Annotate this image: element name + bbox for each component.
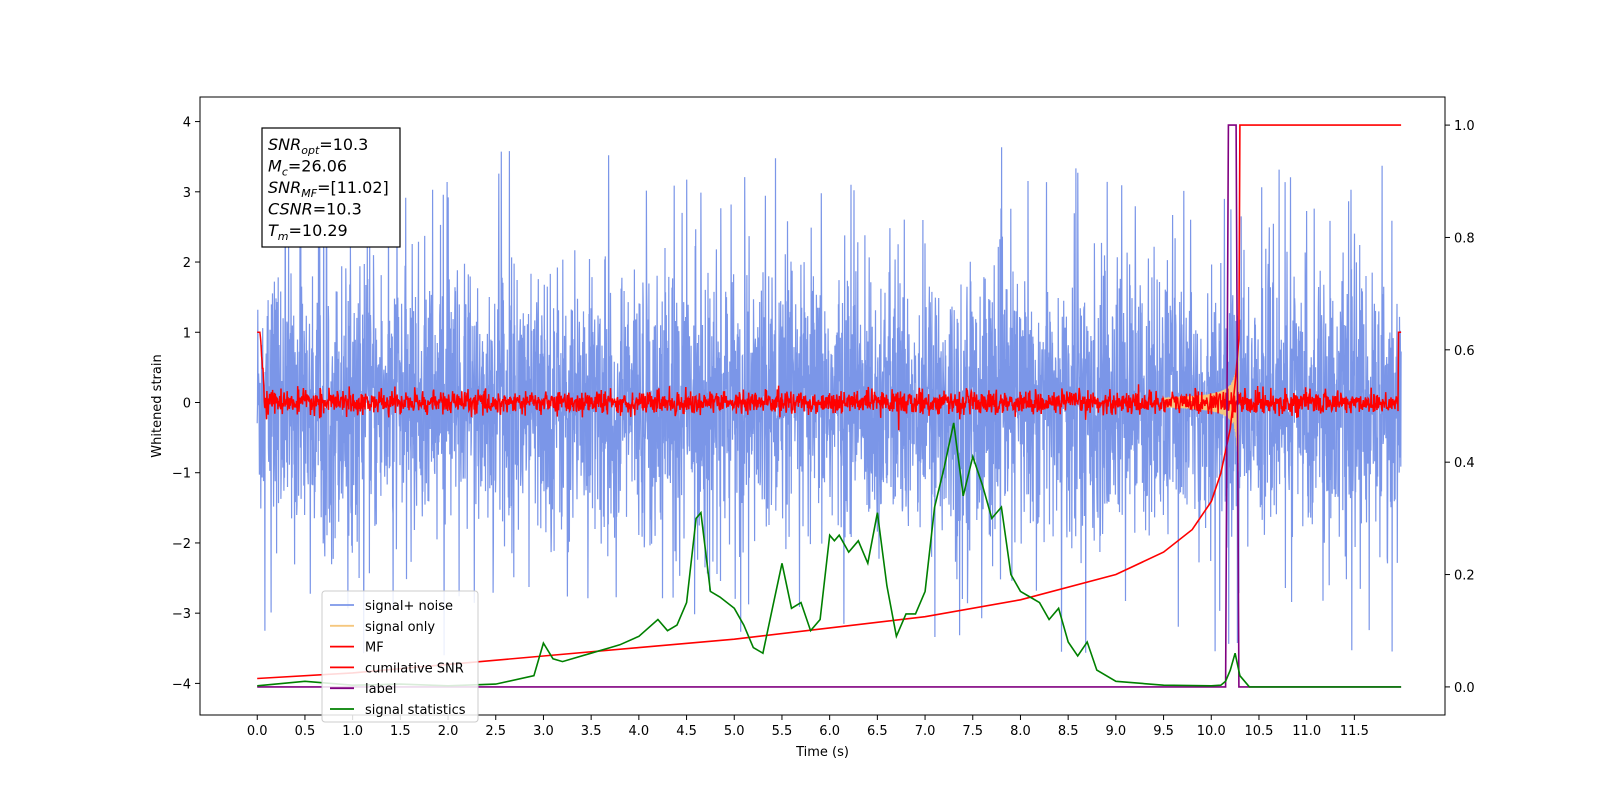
series-signal-noise (256, 147, 1402, 656)
x-tick-label: 0.5 (295, 724, 316, 739)
y-axis-title: Whitened strain (150, 354, 165, 457)
x-tick-label: 1.5 (390, 724, 411, 739)
x-tick-label: 9.0 (1106, 724, 1127, 739)
y-left-tick-label: −2 (172, 537, 191, 552)
x-tick-label: 2.5 (485, 724, 506, 739)
y-left-tick-label: 1 (183, 326, 191, 341)
x-tick-label: 11.5 (1340, 724, 1369, 739)
info-box: SNRopt=10.3Mc=26.06SNRMF=[11.02]CSNR=10.… (261, 127, 401, 248)
info-line: Tm=10.29 (268, 221, 348, 243)
x-axis-title: Time (s) (795, 745, 849, 760)
x-tick-label: 8.0 (1010, 724, 1031, 739)
legend-entry: label (365, 682, 396, 697)
x-tick-label: 7.5 (962, 724, 983, 739)
plot-area (256, 124, 1402, 688)
x-tick-label: 3.0 (533, 724, 554, 739)
y-right-tick-label: 0.6 (1454, 344, 1475, 359)
plot-frame (199, 96, 1446, 716)
x-tick-label: 6.5 (867, 724, 888, 739)
y-left-tick-label: 0 (183, 396, 191, 411)
legend-entry: MF (365, 641, 384, 656)
x-tick-label: 2.0 (438, 724, 459, 739)
x-tick-label: 5.5 (772, 724, 793, 739)
legend: signal+ noise signal only MF cumilative SNR… (321, 590, 479, 723)
info-box-frame (261, 127, 401, 248)
x-tick-label: 6.0 (819, 724, 840, 739)
x-tick-label: 4.0 (629, 724, 650, 739)
info-line: SNRopt=10.3 (268, 135, 368, 157)
info-line: SNRMF=[11.02] (268, 178, 389, 200)
x-tick-label: 10.5 (1244, 724, 1273, 739)
y-left-tick-label: −4 (172, 677, 191, 692)
x-tick-label: 7.0 (915, 724, 936, 739)
axes: 0.0 0.5 1.0 1.5 2.0 2.5 3.0 3.5 4.0 4.5 5.0 5.5 6.0 6… (172, 96, 1475, 739)
y-left-tick-label: 2 (183, 256, 191, 271)
y-right-tick-label: 1.0 (1454, 119, 1475, 134)
y-right-tick-label: 0.0 (1454, 681, 1475, 696)
y-left-tick-label: 4 (183, 116, 191, 131)
x-tick-label: 5.0 (724, 724, 745, 739)
x-tick-label: 9.5 (1153, 724, 1174, 739)
legend-frame (321, 590, 479, 723)
info-line: Mc=26.06 (268, 157, 347, 179)
y-left-tick-label: −3 (172, 607, 191, 622)
x-tick-label: 0.0 (247, 724, 268, 739)
series-mf (257, 331, 1402, 431)
y-right-tick-label: 0.2 (1454, 569, 1475, 584)
series-signal-statistics (257, 422, 1402, 688)
series-cumulative-snr (257, 124, 1402, 680)
x-tick-label: 4.5 (676, 724, 697, 739)
y-left-tick-label: −1 (172, 467, 191, 482)
y-right-tick-label: 0.8 (1454, 231, 1475, 246)
legend-entry: cumilative SNR (365, 661, 464, 676)
x-tick-label: 1.0 (342, 724, 363, 739)
y-right-tick-label: 0.4 (1454, 456, 1475, 471)
x-tick-label: 3.5 (581, 724, 602, 739)
legend-entry: signal only (365, 620, 435, 635)
x-tick-label: 11.0 (1292, 724, 1321, 739)
legend-entry: signal statistics (365, 703, 466, 718)
x-tick-label: 8.5 (1058, 724, 1079, 739)
info-line: CSNR=10.3 (268, 200, 362, 219)
y-left-tick-label: 3 (183, 186, 191, 201)
legend-entry: signal+ noise (365, 599, 453, 614)
x-tick-label: 10.0 (1197, 724, 1226, 739)
